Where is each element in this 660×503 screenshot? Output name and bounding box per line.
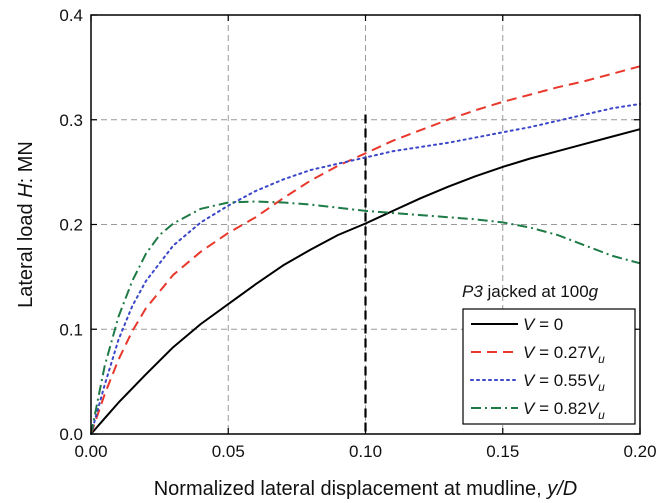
x-ticks: 0.00 0.05 0.10 0.15 0.20 bbox=[74, 15, 657, 461]
legend-label: V = 0 bbox=[523, 315, 563, 334]
y-tick-label: 0.4 bbox=[59, 6, 83, 25]
annotation-pile: P3 bbox=[462, 282, 483, 301]
annotation-jacked: P3 jacked at 100g bbox=[462, 282, 599, 301]
y-tick-label: 0.2 bbox=[59, 216, 83, 235]
x-tick-label: 0.05 bbox=[212, 442, 245, 461]
legend-label: V = 0.55Vu bbox=[523, 371, 605, 394]
x-tick-label: 0.00 bbox=[74, 442, 107, 461]
series-line bbox=[90, 128, 641, 435]
x-axis-title: Normalized lateral displacement at mudli… bbox=[154, 478, 578, 500]
plot-lines bbox=[90, 65, 641, 435]
y-ticks: 0.0 0.1 0.2 0.3 0.4 bbox=[59, 6, 640, 444]
x-axis-title-var: y/D bbox=[545, 478, 577, 500]
legend-label: V = 0.82Vu bbox=[523, 399, 605, 422]
series-line bbox=[90, 200, 641, 435]
annotation-middle: jacked at 100 bbox=[483, 282, 589, 301]
y-tick-label: 0.3 bbox=[59, 111, 83, 130]
y-tick-label: 0.0 bbox=[59, 425, 83, 444]
legend: V = 0 V = 0.27Vu V = 0.55Vu V = 0.82Vu bbox=[462, 308, 636, 425]
x-tick-label: 0.15 bbox=[486, 442, 519, 461]
series-line bbox=[90, 65, 641, 435]
x-tick-label: 0.10 bbox=[349, 442, 382, 461]
series-line bbox=[90, 103, 641, 435]
y-axis-title-prefix: Lateral load bbox=[15, 198, 37, 308]
y-axis-title: Lateral load H: MN bbox=[15, 141, 37, 308]
y-axis-title-var: H bbox=[15, 183, 37, 198]
x-tick-label: 0.20 bbox=[623, 442, 656, 461]
legend-label: V = 0.27Vu bbox=[523, 343, 605, 366]
x-axis-title-prefix: Normalized lateral displacement at mudli… bbox=[154, 478, 548, 500]
y-tick-label: 0.1 bbox=[59, 320, 83, 339]
legend-box bbox=[462, 308, 636, 425]
annotation-g: g bbox=[589, 282, 599, 301]
y-axis-title-suffix: : MN bbox=[15, 141, 37, 183]
